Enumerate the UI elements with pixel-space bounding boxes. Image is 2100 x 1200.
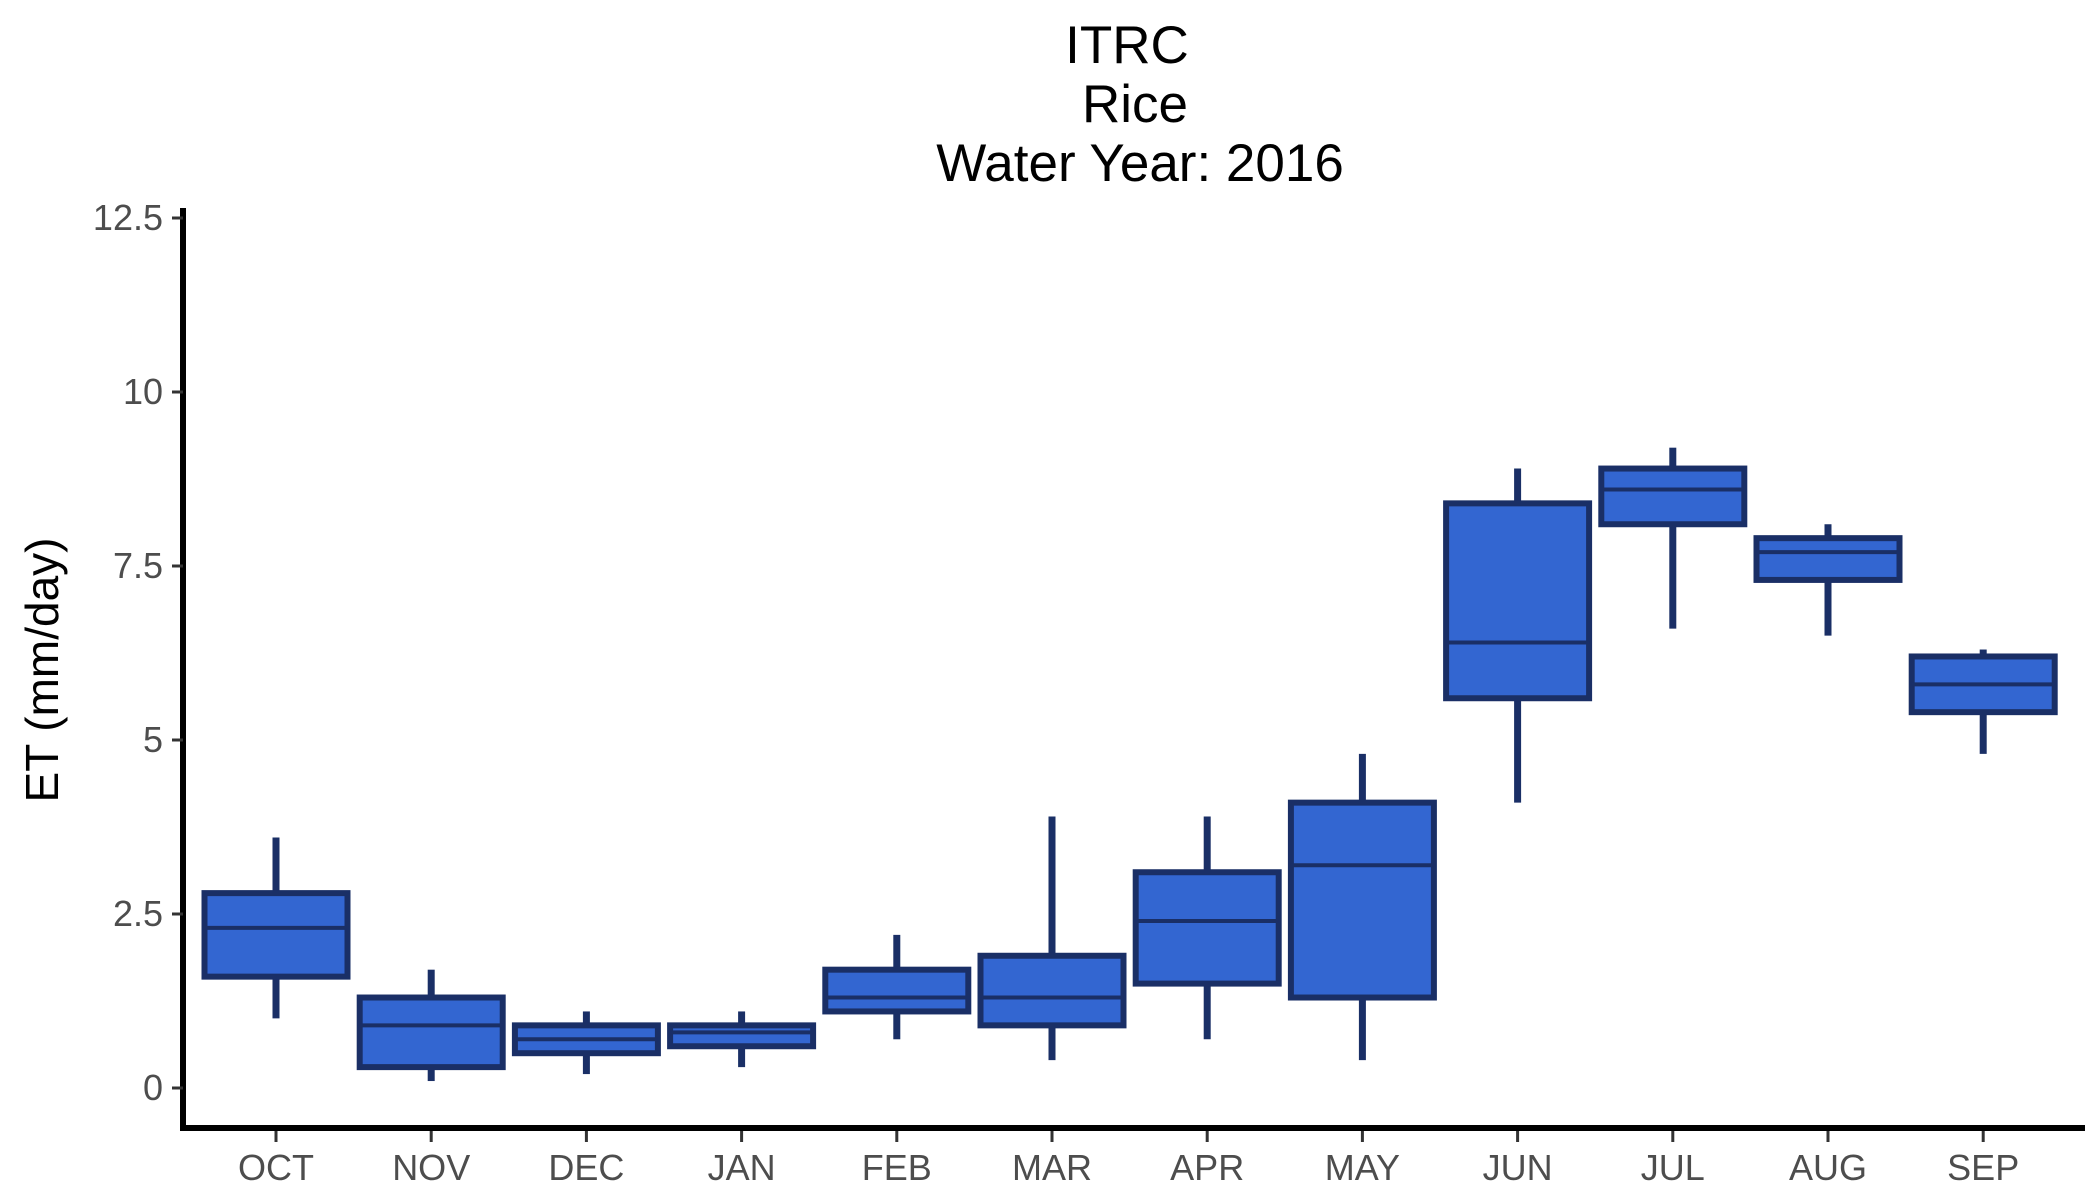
box-body — [1598, 465, 1748, 528]
y-tick-label: 7.5 — [113, 545, 163, 586]
box-body — [201, 890, 351, 980]
box-body — [822, 966, 972, 1015]
title-line-2: Rice — [1082, 75, 1188, 134]
box-may — [1287, 753, 1437, 1061]
x-tick-label: JUL — [1641, 1147, 1705, 1188]
chart-title: ITRC Rice Water Year: 2016 — [936, 16, 1344, 193]
x-tick-label: MAR — [1012, 1147, 1092, 1188]
plot-area — [201, 447, 2058, 1082]
x-tick-label: AUG — [1789, 1147, 1867, 1188]
x-tick-label: JAN — [708, 1147, 776, 1188]
box-body — [977, 952, 1127, 1029]
x-axis-ticks: OCT NOV DEC JAN FEB MAR APR MAY JUN JUL AUG SEP — [238, 1131, 2019, 1188]
x-tick-label: FEB — [862, 1147, 932, 1188]
y-tick-label: 5 — [143, 719, 163, 760]
box-body — [667, 1022, 817, 1050]
y-tick-label: 10 — [123, 371, 163, 412]
box-dec — [511, 1011, 661, 1075]
x-tick-label: MAY — [1325, 1147, 1400, 1188]
box-apr — [1132, 816, 1282, 1040]
box-jan — [667, 1011, 817, 1068]
y-tick-label: 12.5 — [93, 197, 163, 238]
box-body — [1287, 799, 1437, 1001]
box-sep — [1908, 649, 2058, 754]
box-jun — [1443, 468, 1593, 803]
box-aug — [1753, 524, 1903, 636]
x-tick-label: SEP — [1947, 1147, 2019, 1188]
title-line-1: ITRC — [1065, 16, 1189, 75]
y-tick-label: 0 — [143, 1067, 163, 1108]
x-tick-label: OCT — [238, 1147, 314, 1188]
box-body — [1753, 535, 1903, 583]
box-oct — [201, 837, 351, 1019]
x-tick-label: NOV — [392, 1147, 470, 1188]
y-tick-label: 2.5 — [113, 893, 163, 934]
box-feb — [822, 934, 972, 1040]
title-line-3: Water Year: 2016 — [936, 134, 1344, 193]
box-body — [356, 994, 506, 1071]
box-body — [1443, 500, 1593, 702]
box-body — [1132, 869, 1282, 987]
x-tick-label: DEC — [548, 1147, 624, 1188]
y-axis-ticks: 0 2.5 5 7.5 10 12.5 — [93, 197, 183, 1108]
x-tick-label: APR — [1170, 1147, 1244, 1188]
box-jul — [1598, 447, 1748, 629]
x-tick-label: JUN — [1483, 1147, 1553, 1188]
y-axis-title: ET (mm/day) — [16, 538, 68, 803]
box-mar — [977, 816, 1127, 1061]
box-nov — [356, 969, 506, 1082]
